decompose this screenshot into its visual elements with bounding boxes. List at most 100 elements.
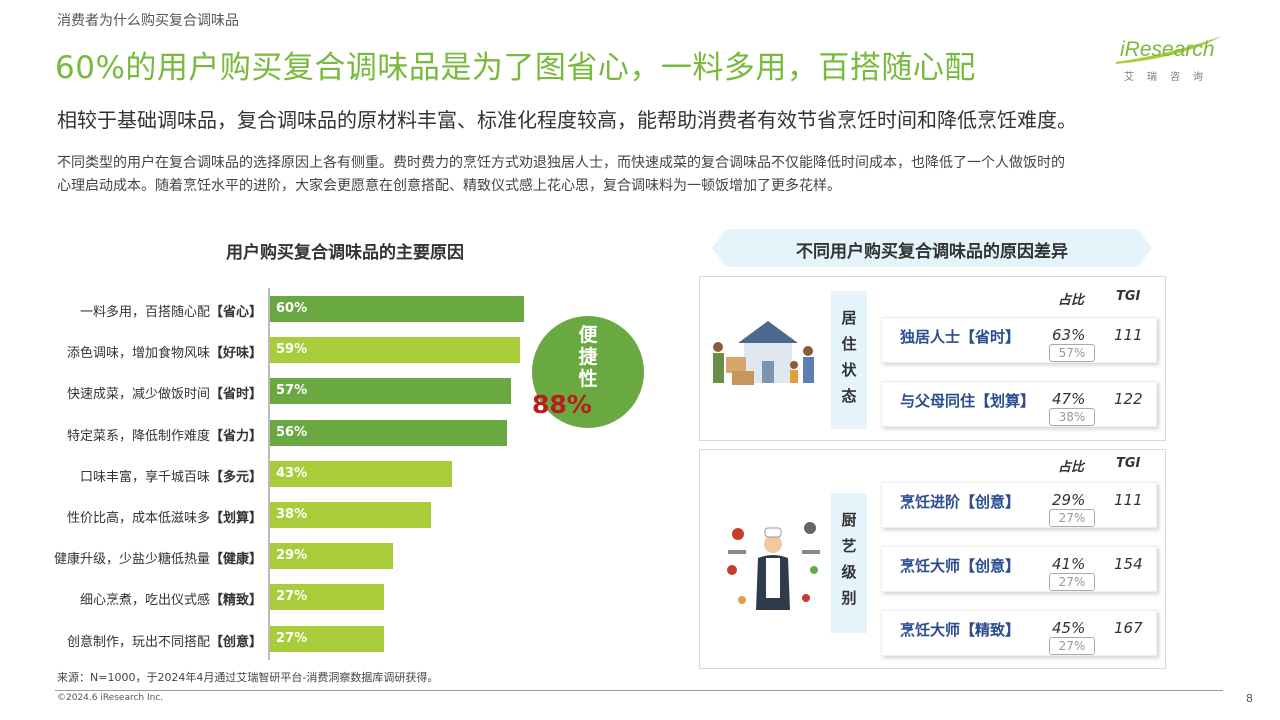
row-segment-name: 烹饪进阶【创意】 [900, 493, 1021, 511]
footer-divider [55, 690, 1223, 691]
bar [270, 378, 512, 405]
source-note: 来源：N=1000，于2024年4月通过艾瑞智研平台-消费洞察数据库调研获得。 [57, 671, 439, 684]
callout-char-3: 性 [578, 368, 598, 390]
bar-category-tag: 【省心】 [209, 305, 262, 320]
row-baseline: 27% [1049, 509, 1095, 527]
copyright: ©2024.6 iResearch Inc. [57, 693, 164, 703]
bar-category-text: 健康升级，少盐少糖低热量 [53, 552, 210, 568]
row-share: 41% [1052, 555, 1086, 573]
bar-category-text: 创意制作，玩出不同搭配 [66, 634, 210, 650]
row-share: 47% [1052, 390, 1086, 408]
logo-wordmark: iResearch [1120, 38, 1215, 61]
bar-category-label: 特定菜系，降低制作难度【省力】 [40, 425, 262, 444]
callout-char-2: 捷 [578, 346, 598, 368]
subheading: 相较于基础调味品，复合调味品的原材料丰富、标准化程度较高，能帮助消费者有效节省烹… [57, 108, 1077, 132]
table-row: 烹饪大师【创意】 41% 154 27% [881, 546, 1157, 592]
row-tgi: 122 [1114, 390, 1143, 408]
bar-category-tag: 【省力】 [209, 428, 262, 444]
bar-value-label: 60% [276, 301, 308, 316]
bar-category-tag: 【精致】 [209, 593, 262, 609]
cooking-level-label: 厨 艺 级 别 [831, 493, 867, 633]
row-segment-name: 独居人士【省时】 [900, 328, 1021, 346]
cooking-label-char: 级 [841, 563, 857, 581]
cooking-level-panel: 厨 艺 级 别 占比 TGI 烹饪进阶【创意】 29% 111 27% 烹饪大师… [699, 449, 1166, 669]
row-tgi: 154 [1114, 555, 1143, 573]
row-share: 45% [1052, 619, 1086, 637]
row-baseline: 57% [1049, 344, 1095, 362]
callout-value: 88% [532, 390, 592, 419]
row-tgi: 167 [1114, 619, 1143, 637]
row-baseline: 27% [1049, 637, 1095, 655]
tgi-column-header: TGI [1116, 289, 1141, 304]
bar-category-label: 添色调味，增加食物风味【好味】 [40, 342, 262, 361]
body-line-2: 心理启动成本。随着烹饪水平的进阶，大家会更愿意在创意搭配、精致仪式感上花心思，复… [57, 178, 841, 194]
bar-category-tag: 【健康】 [209, 552, 262, 568]
table-row: 烹饪进阶【创意】 29% 111 27% [881, 482, 1157, 528]
bar-chart-title: 用户购买复合调味品的主要原因 [226, 243, 464, 263]
comparison-title: 不同用户购买复合调味品的原因差异 [796, 242, 1068, 262]
row-baseline: 38% [1049, 408, 1095, 426]
banner-shape [712, 229, 1152, 267]
bar-category-label: 一料多用，百搭随心配【省心】 [40, 301, 262, 320]
bar-value-label: 59% [276, 342, 308, 358]
bar-category-text: 口味丰富，享千城百味 [79, 469, 210, 485]
body-line-1: 不同类型的用户在复合调味品的选择原因上各有侧重。费时费力的烹饪方式劝退独居人士，… [57, 155, 1065, 171]
row-baseline: 27% [1049, 573, 1095, 591]
callout-char-1: 便 [578, 324, 598, 346]
share-column-header: 占比 [1058, 293, 1085, 308]
living-status-label: 居 住 状 态 [831, 291, 867, 429]
bar-category-label: 健康升级，少盐少糖低热量【健康】 [40, 548, 262, 567]
bar-value-label: 27% [276, 589, 308, 605]
bar-category-text: 细心烹煮，吃出仪式感 [79, 593, 210, 609]
row-segment-name: 烹饪大师【精致】 [900, 621, 1021, 639]
bar-category-tag: 【划算】 [209, 511, 262, 526]
body-paragraph: 不同类型的用户在复合调味品的选择原因上各有侧重。费时费力的烹饪方式劝退独居人士，… [57, 152, 1227, 198]
table-row: 独居人士【省时】 63% 111 57% [881, 317, 1157, 363]
bar-chart-axis [268, 288, 270, 660]
bar-category-label: 创意制作，玩出不同搭配【创意】 [40, 631, 262, 650]
comparison-banner: 不同用户购买复合调味品的原因差异 [712, 229, 1152, 267]
living-label-char: 态 [841, 387, 857, 405]
bar [270, 584, 385, 611]
row-share: 29% [1052, 491, 1086, 509]
page-title: 60%的用户购买复合调味品是为了图省心，一料多用，百搭随心配 [55, 50, 976, 86]
bar-category-text: 性价比高，成本低滋味多 [66, 511, 210, 526]
row-segment-name: 与父母同住【划算】 [900, 392, 1036, 410]
share-column-header: 占比 [1058, 460, 1085, 475]
bar-category-text: 特定菜系，降低制作难度 [66, 428, 210, 444]
living-label-char: 状 [841, 361, 857, 379]
living-status-panel: 居 住 状 态 占比 TGI 独居人士【省时】 63% 111 57% 与父母同… [699, 276, 1166, 441]
cooking-label-char: 艺 [841, 537, 857, 555]
bar [270, 337, 520, 364]
row-share: 63% [1052, 326, 1086, 344]
chef-icon [727, 522, 820, 610]
bar-category-tag: 【创意】 [209, 634, 262, 650]
bar [270, 625, 385, 652]
row-tgi: 111 [1114, 326, 1143, 344]
cooking-label-char: 厨 [841, 511, 857, 529]
row-segment-name: 烹饪大师【创意】 [900, 557, 1021, 575]
bar-category-label: 口味丰富，享千城百味【多元】 [40, 466, 262, 485]
iresearch-logo: iResearch 艾瑞咨询 [1112, 34, 1227, 83]
bar-value-label: 56% [276, 424, 308, 440]
bar-category-label: 性价比高，成本低滋味多【划算】 [40, 507, 262, 526]
bar-category-text: 快速成菜，减少做饭时间 [66, 387, 210, 403]
living-label-char: 住 [841, 335, 857, 353]
bar-category-tag: 【省时】 [209, 387, 262, 403]
bar [270, 502, 431, 528]
bar-category-label: 快速成菜，减少做饭时间【省时】 [40, 383, 262, 402]
tgi-column-header: TGI [1116, 456, 1141, 471]
table-row: 烹饪大师【精致】 45% 167 27% [881, 610, 1157, 656]
bar-value-label: 57% [276, 383, 308, 399]
page-number: 8 [1246, 692, 1253, 705]
bar-category-tag: 【好味】 [209, 346, 262, 362]
bar [270, 460, 453, 487]
logo-subtitle: 艾瑞咨询 [1124, 72, 1216, 83]
bar [270, 543, 393, 570]
bar-category-text: 添色调味，增加食物风味 [66, 346, 210, 362]
bar-value-label: 43% [276, 465, 308, 481]
convenience-callout: 便 捷 性 [532, 316, 644, 428]
table-row: 与父母同住【划算】 47% 122 38% [881, 381, 1157, 427]
section-kicker: 消费者为什么购买复合调味品 [57, 13, 239, 29]
house-family-icon [713, 321, 814, 385]
